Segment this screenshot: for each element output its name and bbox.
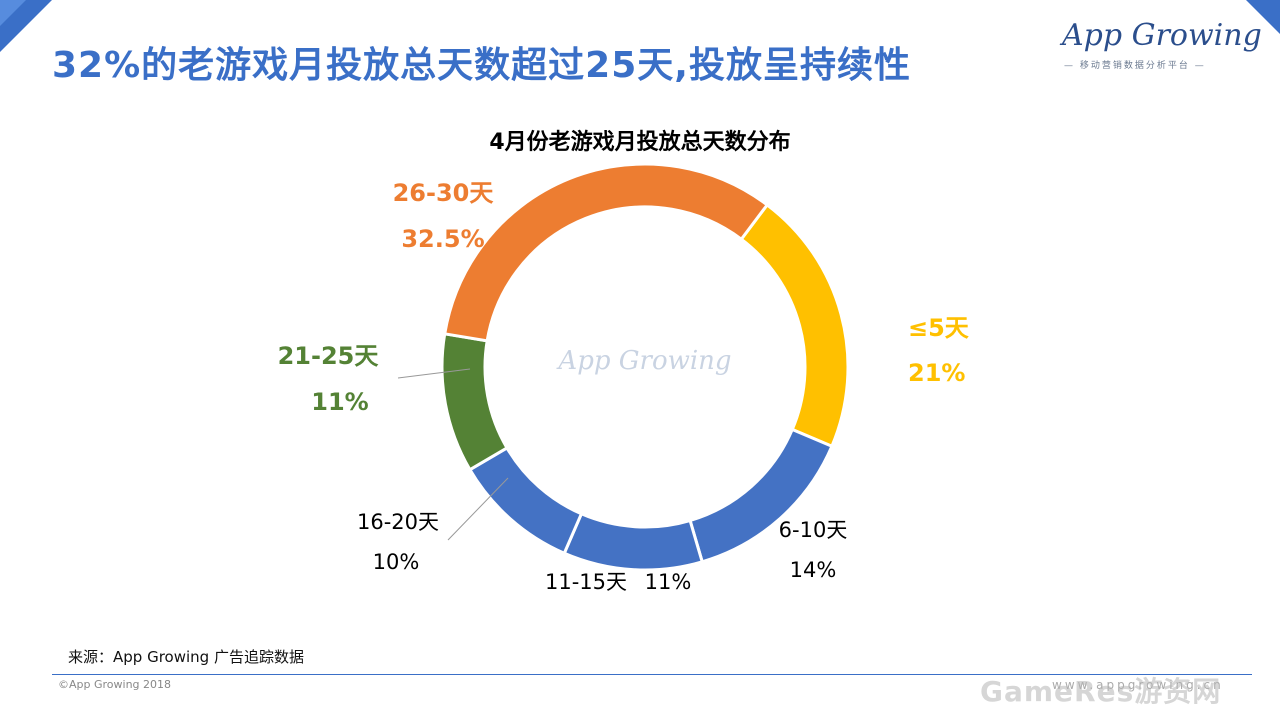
category-label-6-10: 6-10天 (779, 518, 848, 542)
corner-decoration-right (1246, 0, 1280, 34)
category-label-21-25: 21-25天 (278, 342, 379, 370)
chart-title: 4月份老游戏月投放总天数分布 (489, 130, 791, 155)
page-title: 32%的老游戏月投放总天数超过25天,投放呈持续性 (52, 45, 911, 86)
value-label-26-30: 32.5% (401, 225, 484, 253)
category-label-16-20: 16-20天 (357, 510, 439, 534)
value-label-21-25: 11% (311, 388, 368, 416)
center-watermark: App Growing (556, 346, 731, 376)
leader-line-21-25 (397, 368, 471, 379)
value-label-le5: 21% (908, 359, 965, 387)
slice-26-30 (443, 162, 770, 343)
category-label-26-30: 26-30天 (393, 179, 494, 207)
corner-watermark: GameRes游资网 (980, 675, 1222, 708)
value-label-11-15: 11% (645, 570, 692, 594)
category-label-le5: ≤5天 (908, 314, 969, 342)
value-label-6-10: 14% (790, 558, 837, 582)
footer-divider (52, 674, 1252, 675)
value-label-16-20: 10% (373, 550, 420, 574)
slice-11-15 (562, 511, 705, 572)
leader-line-16-20 (447, 477, 509, 541)
copyright-text: ©App Growing 2018 (58, 678, 172, 691)
website-url: www.appgrowing.cn (1052, 678, 1224, 692)
slice-le5 (739, 202, 850, 449)
logo-tagline: — 移动营销数据分析平台 — (1064, 61, 1206, 71)
category-label-11-15: 11-15天 (545, 570, 627, 594)
source-note: 来源：App Growing 广告追踪数据 (68, 648, 304, 666)
app-growing-logo: App Growing — 移动营销数据分析平台 — (1062, 16, 1262, 71)
slice-21-25 (440, 332, 510, 472)
corner-decoration-left-inner (0, 0, 26, 26)
logo-wordmark: App Growing (1062, 18, 1262, 53)
